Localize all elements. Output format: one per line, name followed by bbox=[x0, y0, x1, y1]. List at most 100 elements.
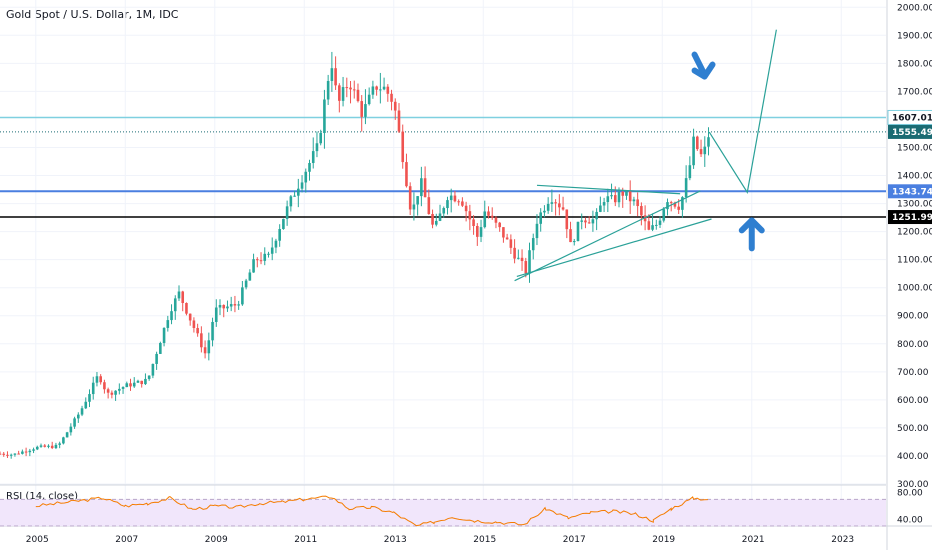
candle-body bbox=[684, 178, 688, 198]
candle-body bbox=[177, 291, 181, 299]
candle-body bbox=[166, 320, 170, 328]
candle-body bbox=[88, 394, 91, 402]
candle-body bbox=[244, 280, 248, 288]
candle-body bbox=[647, 221, 651, 230]
candle-body bbox=[73, 418, 76, 427]
candle-body bbox=[151, 363, 155, 376]
candle-body bbox=[218, 305, 222, 308]
candle-body bbox=[226, 306, 229, 309]
candle-body bbox=[487, 211, 490, 216]
candle-body bbox=[476, 225, 479, 237]
chart-title: Gold Spot / U.S. Dollar, 1M, IDC bbox=[6, 8, 179, 21]
x-tick-label: 2011 bbox=[294, 535, 317, 545]
candle-body bbox=[699, 149, 703, 155]
candle-body bbox=[132, 382, 136, 387]
candle-body bbox=[621, 191, 625, 196]
y-tick-label: 1000.00 bbox=[897, 284, 932, 294]
candle-body bbox=[173, 298, 177, 312]
candle-body bbox=[144, 378, 147, 385]
candle-body bbox=[587, 222, 591, 224]
candle-body bbox=[140, 380, 144, 385]
candle-body bbox=[192, 320, 196, 329]
trendline bbox=[536, 184, 681, 195]
candle-body bbox=[364, 104, 367, 117]
candle-body bbox=[32, 449, 35, 451]
candle-body bbox=[431, 214, 434, 225]
candle-body bbox=[326, 80, 330, 100]
candle-body bbox=[438, 213, 442, 221]
candle-body bbox=[408, 186, 412, 210]
arrow-down-icon bbox=[691, 51, 716, 80]
candle-body bbox=[13, 453, 17, 455]
rsi-line bbox=[35, 495, 708, 527]
y-tick-label: 1900.00 bbox=[897, 31, 932, 41]
candle-body bbox=[50, 445, 54, 449]
candle-body bbox=[255, 259, 259, 261]
candle-body bbox=[535, 223, 539, 239]
trendline bbox=[516, 218, 712, 278]
candle-body bbox=[39, 445, 43, 447]
candle-body bbox=[103, 382, 106, 390]
candle-body bbox=[457, 201, 460, 203]
candle-body bbox=[584, 220, 587, 223]
candle-body bbox=[28, 450, 32, 453]
candle-body bbox=[278, 229, 281, 241]
candle-body bbox=[423, 178, 427, 198]
y-tick-label: 700.00 bbox=[897, 368, 929, 378]
candle-body bbox=[80, 408, 84, 415]
candle-body bbox=[554, 202, 557, 204]
candle-body bbox=[267, 253, 270, 255]
candle-body bbox=[468, 211, 472, 220]
candle-body bbox=[453, 195, 457, 202]
price-tag bbox=[887, 109, 932, 125]
candle-body bbox=[669, 202, 673, 204]
candle-body bbox=[703, 146, 707, 155]
candle-body bbox=[524, 261, 528, 274]
candle-body bbox=[233, 304, 237, 306]
candle-body bbox=[345, 87, 349, 89]
y-tick-label: 1100.00 bbox=[897, 256, 932, 266]
rsi-tick-label: 40.00 bbox=[897, 515, 923, 525]
candle-body bbox=[308, 162, 311, 172]
candle-body bbox=[274, 240, 278, 248]
candle-body bbox=[0, 453, 2, 455]
rsi-tick-label: 80.00 bbox=[897, 489, 923, 499]
candle-body bbox=[662, 209, 666, 221]
candle-body bbox=[390, 93, 393, 102]
candle-body bbox=[65, 432, 69, 438]
candle-body bbox=[207, 340, 211, 354]
candle-body bbox=[84, 401, 88, 409]
candle-body bbox=[595, 211, 598, 220]
candle-body bbox=[162, 327, 166, 343]
price-tag bbox=[888, 124, 932, 139]
price-tag-label: 1343.74 bbox=[892, 187, 932, 197]
candle-body bbox=[666, 202, 669, 210]
candle-body bbox=[397, 110, 401, 132]
candle-body bbox=[692, 136, 695, 166]
candle-body bbox=[297, 188, 300, 196]
candle-body bbox=[494, 217, 498, 223]
candle-body bbox=[330, 68, 334, 81]
y-tick-label: 600.00 bbox=[897, 396, 929, 406]
y-tick-label: 2000.00 bbox=[897, 3, 932, 13]
candle-body bbox=[9, 454, 13, 456]
candle-body bbox=[315, 143, 319, 152]
candle-body bbox=[6, 454, 9, 456]
candle-body bbox=[479, 227, 483, 237]
candle-body bbox=[427, 197, 431, 215]
candle-body bbox=[95, 376, 99, 383]
candle-body bbox=[319, 133, 322, 144]
candle-body bbox=[259, 260, 263, 262]
price-tag-label: 1251.99 bbox=[892, 213, 932, 223]
y-tick-label: 1800.00 bbox=[897, 59, 932, 69]
x-tick-label: 2019 bbox=[652, 535, 675, 545]
candle-body bbox=[613, 195, 617, 203]
candle-body bbox=[636, 199, 639, 207]
x-tick-label: 2013 bbox=[384, 535, 407, 545]
candle-body bbox=[62, 437, 65, 444]
candle-body bbox=[125, 383, 129, 388]
candle-body bbox=[677, 206, 680, 210]
candle-body bbox=[35, 446, 39, 450]
candle-body bbox=[546, 203, 550, 211]
